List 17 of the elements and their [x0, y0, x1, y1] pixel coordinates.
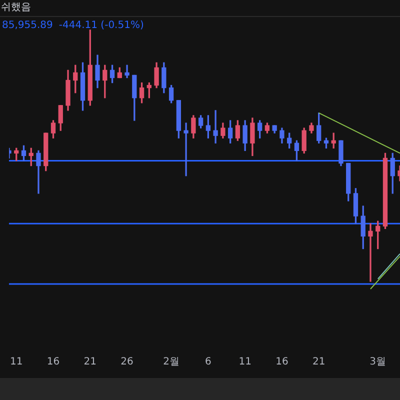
annotation: 85,955.89: [2, 20, 53, 31]
x-tick-label: 21: [312, 356, 326, 368]
x-tick-label: 3월: [370, 356, 386, 368]
x-tick-label: 11: [238, 356, 252, 368]
x-tick-label: 26: [120, 356, 134, 368]
x-tick-label: 16: [276, 356, 288, 368]
x-tick-label: 6: [204, 356, 212, 368]
x-tick-label: 11: [10, 356, 23, 368]
candlestick: [368, 223, 373, 282]
x-tick-label: 16: [46, 356, 60, 368]
chart-title: 쉬했음: [0, 0, 400, 17]
x-tick-label: 2월: [163, 356, 180, 368]
candlestick: [124, 64, 130, 78]
x-tick-label: 21: [84, 356, 97, 368]
candlestick: [184, 122, 188, 176]
candlestick: [213, 110, 218, 144]
annotation: -444.11 (-0.51%): [58, 20, 144, 31]
